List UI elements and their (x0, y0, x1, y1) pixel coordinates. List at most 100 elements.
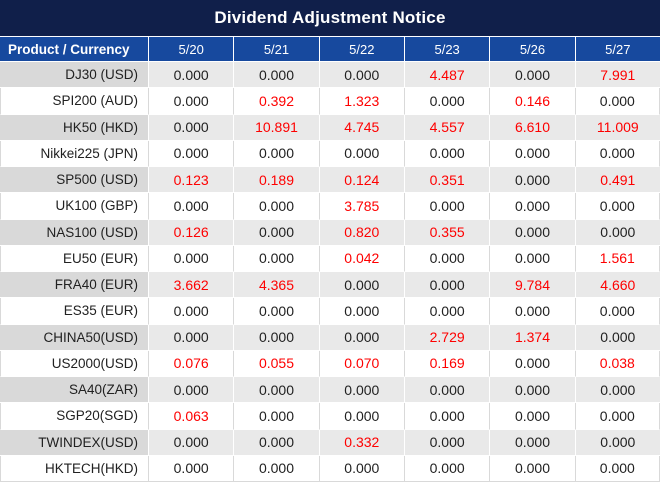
value-cell: 0.820 (318, 219, 404, 246)
table-row: FRA40 (EUR) 3.662 4.365 0.000 0.000 9.784 4.66… (0, 272, 660, 299)
value-cell: 0.000 (318, 377, 404, 404)
notice-title-bar: Dividend Adjustment Notice (0, 0, 660, 37)
value-cell: 0.000 (148, 245, 234, 272)
value-cell: 0.000 (233, 140, 319, 167)
value-cell: 0.000 (574, 429, 660, 456)
value-cell: 4.745 (318, 114, 404, 141)
value-cell: 0.000 (318, 272, 404, 299)
value-cell: 0.000 (233, 193, 319, 220)
product-cell: SGP20(SGD) (0, 403, 148, 430)
value-cell: 0.000 (318, 324, 404, 351)
table-row: CHINA50(USD) 0.000 0.000 0.000 2.729 1.374 0.0… (0, 324, 660, 351)
value-cell: 0.000 (233, 377, 319, 404)
value-cell: 0.000 (403, 88, 490, 115)
value-cell: 0.042 (318, 245, 404, 272)
value-cell: 0.000 (148, 455, 234, 482)
product-cell: DJ30 (USD) (0, 62, 148, 89)
value-cell: 0.000 (403, 193, 490, 220)
date-header-5-27: 5/27 (574, 37, 660, 62)
value-cell: 0.000 (489, 219, 575, 246)
value-cell: 0.000 (148, 377, 234, 404)
value-cell: 0.000 (148, 140, 234, 167)
value-cell: 0.000 (233, 245, 319, 272)
value-cell: 0.000 (489, 350, 575, 377)
date-header-5-23: 5/23 (403, 37, 490, 62)
table-row: SGP20(SGD) 0.063 0.000 0.000 0.000 0.000 0.000 (0, 403, 660, 430)
dividend-table-body: DJ30 (USD) 0.000 0.000 0.000 4.487 0.000 7.991… (0, 62, 660, 482)
value-cell: 0.000 (148, 193, 234, 220)
value-cell: 4.660 (574, 272, 660, 299)
table-row: US2000(USD) 0.076 0.055 0.070 0.169 0.000 0.03… (0, 350, 660, 377)
product-cell: NAS100 (USD) (0, 219, 148, 246)
value-cell: 0.000 (148, 298, 234, 325)
value-cell: 0.332 (318, 429, 404, 456)
value-cell: 7.991 (574, 62, 660, 89)
product-currency-header: Product / Currency (0, 37, 148, 62)
table-row: UK100 (GBP) 0.000 0.000 3.785 0.000 0.000 0.00… (0, 193, 660, 220)
value-cell: 0.076 (148, 350, 234, 377)
value-cell: 0.000 (489, 193, 575, 220)
table-row: SP500 (USD) 0.123 0.189 0.124 0.351 0.000 0.49… (0, 167, 660, 194)
value-cell: 1.561 (574, 245, 660, 272)
product-cell: SP500 (USD) (0, 167, 148, 194)
value-cell: 0.146 (489, 88, 575, 115)
dividend-table: Product / Currency 5/20 5/21 5/22 5/23 5… (0, 37, 660, 482)
product-cell: HK50 (HKD) (0, 114, 148, 141)
value-cell: 11.009 (574, 114, 660, 141)
value-cell: 0.000 (318, 403, 404, 430)
value-cell: 0.189 (233, 167, 319, 194)
table-row: HK50 (HKD) 0.000 10.891 4.745 4.557 6.610 11.0… (0, 114, 660, 141)
value-cell: 0.000 (233, 455, 319, 482)
date-header-5-26: 5/26 (489, 37, 575, 62)
value-cell: 0.000 (574, 88, 660, 115)
value-cell: 0.000 (233, 219, 319, 246)
value-cell: 0.000 (574, 219, 660, 246)
value-cell: 0.355 (403, 219, 490, 246)
value-cell: 0.123 (148, 167, 234, 194)
value-cell: 0.000 (489, 245, 575, 272)
product-cell: SPI200 (AUD) (0, 88, 148, 115)
value-cell: 0.000 (233, 62, 319, 89)
value-cell: 0.000 (318, 62, 404, 89)
value-cell: 0.000 (403, 403, 490, 430)
value-cell: 0.126 (148, 219, 234, 246)
value-cell: 0.000 (574, 377, 660, 404)
value-cell: 0.000 (489, 140, 575, 167)
value-cell: 0.000 (489, 298, 575, 325)
value-cell: 0.000 (574, 324, 660, 351)
value-cell: 0.000 (403, 455, 490, 482)
value-cell: 3.662 (148, 272, 234, 299)
value-cell: 0.000 (489, 377, 575, 404)
table-row: Nikkei225 (JPN) 0.000 0.000 0.000 0.000 0.000… (0, 140, 660, 167)
value-cell: 0.063 (148, 403, 234, 430)
value-cell: 0.000 (403, 429, 490, 456)
value-cell: 0.000 (318, 298, 404, 325)
product-cell: CHINA50(USD) (0, 324, 148, 351)
table-row: TWINDEX(USD) 0.000 0.000 0.332 0.000 0.000 0.0… (0, 429, 660, 456)
value-cell: 0.124 (318, 167, 404, 194)
value-cell: 0.038 (574, 350, 660, 377)
product-cell: TWINDEX(USD) (0, 429, 148, 456)
value-cell: 0.000 (233, 324, 319, 351)
value-cell: 4.487 (403, 62, 490, 89)
value-cell: 0.000 (233, 403, 319, 430)
product-cell: US2000(USD) (0, 350, 148, 377)
header-row: Product / Currency 5/20 5/21 5/22 5/23 5… (0, 37, 660, 62)
table-row: NAS100 (USD) 0.126 0.000 0.820 0.355 0.000 0.0… (0, 219, 660, 246)
value-cell: 0.000 (574, 455, 660, 482)
value-cell: 0.000 (148, 114, 234, 141)
value-cell: 0.000 (148, 62, 234, 89)
value-cell: 0.491 (574, 167, 660, 194)
value-cell: 0.000 (403, 298, 490, 325)
value-cell: 0.000 (574, 140, 660, 167)
date-header-5-21: 5/21 (233, 37, 319, 62)
value-cell: 3.785 (318, 193, 404, 220)
value-cell: 0.000 (233, 298, 319, 325)
date-header-5-22: 5/22 (318, 37, 404, 62)
value-cell: 2.729 (403, 324, 490, 351)
value-cell: 0.351 (403, 167, 490, 194)
value-cell: 0.000 (148, 429, 234, 456)
product-cell: HKTECH(HKD) (0, 455, 148, 482)
dividend-table-header: Product / Currency 5/20 5/21 5/22 5/23 5… (0, 37, 660, 62)
